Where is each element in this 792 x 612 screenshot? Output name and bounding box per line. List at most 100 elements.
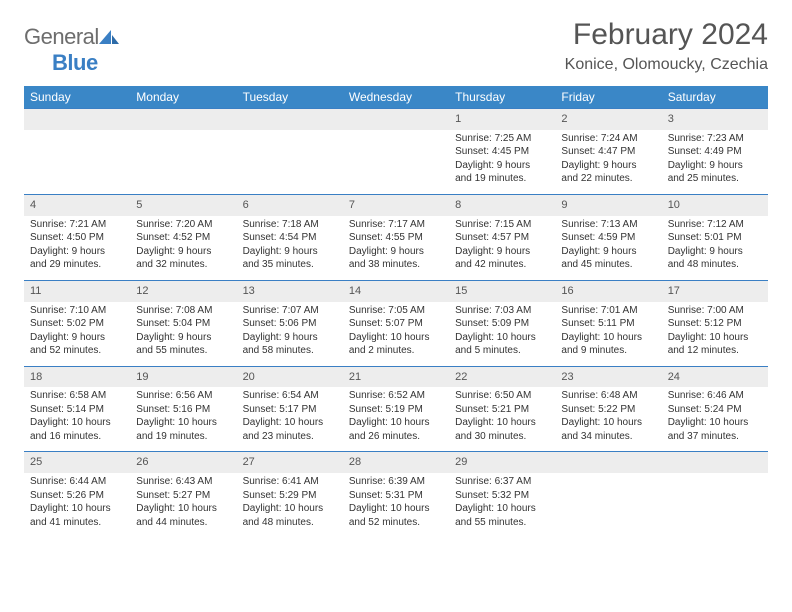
calendar-cell: . [130, 109, 236, 195]
day-number: 22 [449, 367, 555, 388]
daylight-text: Daylight: 10 hours and 48 minutes. [243, 502, 337, 529]
day-number: 25 [24, 452, 130, 473]
sunrise-text: Sunrise: 7:21 AM [30, 218, 124, 232]
sunset-text: Sunset: 4:50 PM [30, 231, 124, 245]
day-number: 5 [130, 195, 236, 216]
sunrise-text: Sunrise: 7:01 AM [561, 304, 655, 318]
sunset-text: Sunset: 4:57 PM [455, 231, 549, 245]
calendar-cell: 22Sunrise: 6:50 AMSunset: 5:21 PMDayligh… [449, 366, 555, 452]
sunset-text: Sunset: 5:19 PM [349, 403, 443, 417]
day-number: 24 [662, 367, 768, 388]
weekday-header: Sunday [24, 86, 130, 109]
sunset-text: Sunset: 5:31 PM [349, 489, 443, 503]
calendar-cell: . [555, 452, 661, 537]
calendar-cell: 9 Sunrise: 7:13 AMSunset: 4:59 PMDaylight… [555, 194, 661, 280]
day-number: 18 [24, 367, 130, 388]
sunrise-text: Sunrise: 6:46 AM [668, 389, 762, 403]
sunset-text: Sunset: 4:47 PM [561, 145, 655, 159]
calendar-cell: 13Sunrise: 7:07 AMSunset: 5:06 PMDayligh… [237, 280, 343, 366]
day-number: 13 [237, 281, 343, 302]
sunset-text: Sunset: 5:06 PM [243, 317, 337, 331]
calendar-cell: 19Sunrise: 6:56 AMSunset: 5:16 PMDayligh… [130, 366, 236, 452]
daylight-text: Daylight: 10 hours and 9 minutes. [561, 331, 655, 358]
sunset-text: Sunset: 4:54 PM [243, 231, 337, 245]
day-number: 8 [449, 195, 555, 216]
day-number: 23 [555, 367, 661, 388]
daylight-text: Daylight: 10 hours and 37 minutes. [668, 416, 762, 443]
daylight-text: Daylight: 10 hours and 2 minutes. [349, 331, 443, 358]
day-number: 15 [449, 281, 555, 302]
calendar-cell: 8Sunrise: 7:15 AMSunset: 4:57 PMDaylight… [449, 194, 555, 280]
daylight-text: Daylight: 10 hours and 19 minutes. [136, 416, 230, 443]
sunset-text: Sunset: 5:02 PM [30, 317, 124, 331]
day-number: 9 [555, 195, 661, 216]
calendar-cell: 23Sunrise: 6:48 AMSunset: 5:22 PMDayligh… [555, 366, 661, 452]
day-number: 17 [662, 281, 768, 302]
day-number: 19 [130, 367, 236, 388]
daylight-text: Daylight: 9 hours and 52 minutes. [30, 331, 124, 358]
sunrise-text: Sunrise: 6:56 AM [136, 389, 230, 403]
sunrise-text: Sunrise: 6:39 AM [349, 475, 443, 489]
day-number: 20 [237, 367, 343, 388]
sunrise-text: Sunrise: 7:23 AM [668, 132, 762, 146]
weekday-header: Saturday [662, 86, 768, 109]
daylight-text: Daylight: 9 hours and 38 minutes. [349, 245, 443, 272]
weekday-header: Friday [555, 86, 661, 109]
calendar-cell: 29Sunrise: 6:37 AMSunset: 5:32 PMDayligh… [449, 452, 555, 537]
day-number: 10 [662, 195, 768, 216]
calendar-cell: 24Sunrise: 6:46 AMSunset: 5:24 PMDayligh… [662, 366, 768, 452]
sunrise-text: Sunrise: 7:20 AM [136, 218, 230, 232]
sunrise-text: Sunrise: 7:03 AM [455, 304, 549, 318]
calendar-cell: . [343, 109, 449, 195]
sunrise-text: Sunrise: 7:13 AM [561, 218, 655, 232]
sunset-text: Sunset: 4:45 PM [455, 145, 549, 159]
calendar-table: SundayMondayTuesdayWednesdayThursdayFrid… [24, 86, 768, 537]
sunset-text: Sunset: 5:27 PM [136, 489, 230, 503]
sunrise-text: Sunrise: 6:37 AM [455, 475, 549, 489]
sunset-text: Sunset: 5:11 PM [561, 317, 655, 331]
daylight-text: Daylight: 10 hours and 5 minutes. [455, 331, 549, 358]
sunrise-text: Sunrise: 7:05 AM [349, 304, 443, 318]
daylight-text: Daylight: 9 hours and 45 minutes. [561, 245, 655, 272]
sunset-text: Sunset: 5:04 PM [136, 317, 230, 331]
daylight-text: Daylight: 9 hours and 29 minutes. [30, 245, 124, 272]
daylight-text: Daylight: 9 hours and 55 minutes. [136, 331, 230, 358]
day-number: 26 [130, 452, 236, 473]
sunrise-text: Sunrise: 6:48 AM [561, 389, 655, 403]
location-subtitle: Konice, Olomoucky, Czechia [565, 56, 768, 74]
daylight-text: Daylight: 9 hours and 35 minutes. [243, 245, 337, 272]
sunset-text: Sunset: 5:14 PM [30, 403, 124, 417]
daylight-text: Daylight: 10 hours and 30 minutes. [455, 416, 549, 443]
sunrise-text: Sunrise: 6:54 AM [243, 389, 337, 403]
sunset-text: Sunset: 5:26 PM [30, 489, 124, 503]
sunset-text: Sunset: 4:52 PM [136, 231, 230, 245]
calendar-cell: . [662, 452, 768, 537]
sunset-text: Sunset: 5:17 PM [243, 403, 337, 417]
calendar-cell: 6Sunrise: 7:18 AMSunset: 4:54 PMDaylight… [237, 194, 343, 280]
day-number: 6 [237, 195, 343, 216]
calendar-cell: 17Sunrise: 7:00 AMSunset: 5:12 PMDayligh… [662, 280, 768, 366]
sunset-text: Sunset: 5:29 PM [243, 489, 337, 503]
weekday-header: Monday [130, 86, 236, 109]
calendar-cell: 18Sunrise: 6:58 AMSunset: 5:14 PMDayligh… [24, 366, 130, 452]
daylight-text: Daylight: 10 hours and 16 minutes. [30, 416, 124, 443]
day-number: 3 [662, 109, 768, 130]
brand-sail-icon [99, 30, 119, 46]
calendar-cell: 3Sunrise: 7:23 AMSunset: 4:49 PMDaylight… [662, 109, 768, 195]
daylight-text: Daylight: 9 hours and 19 minutes. [455, 159, 549, 186]
calendar-cell: 14Sunrise: 7:05 AMSunset: 5:07 PMDayligh… [343, 280, 449, 366]
day-number: 21 [343, 367, 449, 388]
daylight-text: Daylight: 10 hours and 55 minutes. [455, 502, 549, 529]
sunset-text: Sunset: 5:21 PM [455, 403, 549, 417]
calendar-cell: 25Sunrise: 6:44 AMSunset: 5:26 PMDayligh… [24, 452, 130, 537]
daylight-text: Daylight: 9 hours and 32 minutes. [136, 245, 230, 272]
sunset-text: Sunset: 4:59 PM [561, 231, 655, 245]
calendar-cell: 7Sunrise: 7:17 AMSunset: 4:55 PMDaylight… [343, 194, 449, 280]
sunset-text: Sunset: 5:01 PM [668, 231, 762, 245]
sunset-text: Sunset: 5:07 PM [349, 317, 443, 331]
day-number: 28 [343, 452, 449, 473]
calendar-cell: 2Sunrise: 7:24 AMSunset: 4:47 PMDaylight… [555, 109, 661, 195]
day-number: 29 [449, 452, 555, 473]
day-number: 16 [555, 281, 661, 302]
sunrise-text: Sunrise: 6:41 AM [243, 475, 337, 489]
